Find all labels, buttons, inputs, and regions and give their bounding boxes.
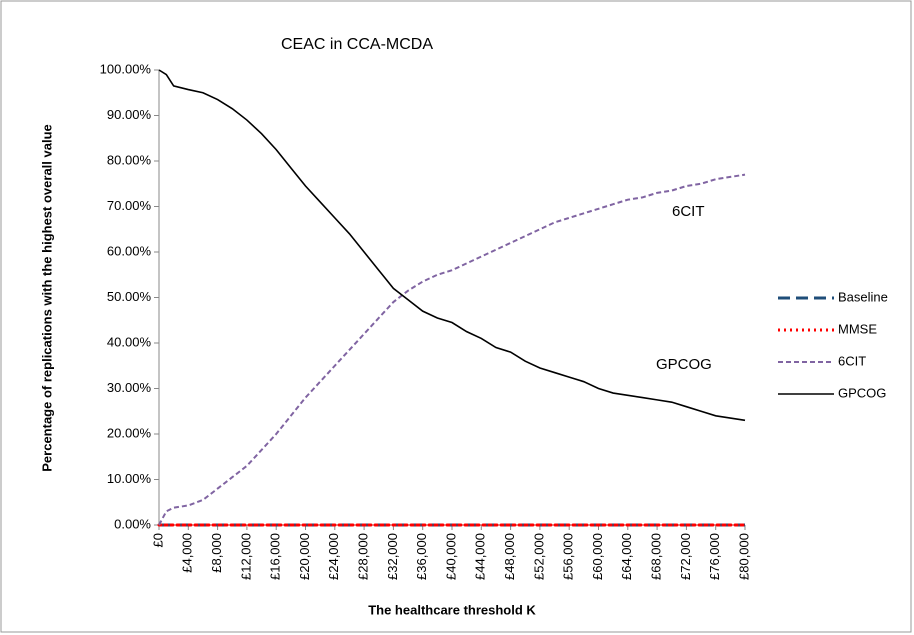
legend-label: Baseline xyxy=(838,289,888,304)
x-tick-label: £44,000 xyxy=(473,533,488,580)
x-tick-label: £32,000 xyxy=(385,533,400,580)
y-tick-label: 80.00% xyxy=(107,152,152,167)
x-tick-label: £40,000 xyxy=(443,533,458,580)
y-tick-label: 40.00% xyxy=(107,334,152,349)
annotation: 6CIT xyxy=(672,203,705,220)
y-tick-label: 100.00% xyxy=(100,61,152,76)
y-tick-label: 70.00% xyxy=(107,198,152,213)
x-tick-label: £36,000 xyxy=(414,533,429,580)
x-tick-label: £0 xyxy=(150,533,165,547)
x-tick-label: £76,000 xyxy=(707,533,722,580)
x-tick-label: £68,000 xyxy=(649,533,664,580)
x-tick-label: £52,000 xyxy=(531,533,546,580)
annotation: GPCOG xyxy=(656,356,712,373)
x-tick-label: £48,000 xyxy=(502,533,517,580)
x-tick-label: £16,000 xyxy=(268,533,283,580)
series-line xyxy=(158,173,746,526)
x-tick-label: £80,000 xyxy=(736,533,751,580)
y-tick-label: 90.00% xyxy=(107,107,152,122)
legend-label: GPCOG xyxy=(838,385,886,400)
y-tick-label: 50.00% xyxy=(107,289,152,304)
x-tick-label: £64,000 xyxy=(619,533,634,580)
x-tick-label: £72,000 xyxy=(678,533,693,580)
y-tick-label: 60.00% xyxy=(107,243,152,258)
x-tick-label: £20,000 xyxy=(297,533,312,580)
x-tick-label: £60,000 xyxy=(590,533,605,580)
series-line xyxy=(158,69,746,422)
x-tick-label: £24,000 xyxy=(326,533,341,580)
x-axis-label: The healthcare threshold K xyxy=(368,602,536,617)
y-tick-label: 10.00% xyxy=(107,471,152,486)
x-tick-label: £12,000 xyxy=(238,533,253,580)
x-tick-label: £8,000 xyxy=(209,533,224,573)
legend-label: 6CIT xyxy=(838,353,866,368)
y-tick-label: 30.00% xyxy=(107,380,152,395)
x-tick-label: £28,000 xyxy=(356,533,371,580)
y-tick-label: 0.00% xyxy=(114,516,151,531)
y-axis-label: Percentage of replications with the high… xyxy=(39,124,54,471)
y-tick-label: 20.00% xyxy=(107,425,152,440)
x-tick-label: £4,000 xyxy=(180,533,195,573)
legend-label: MMSE xyxy=(838,321,877,336)
chart-title: CEAC in CCA-MCDA xyxy=(281,36,433,53)
x-tick-label: £56,000 xyxy=(561,533,576,580)
